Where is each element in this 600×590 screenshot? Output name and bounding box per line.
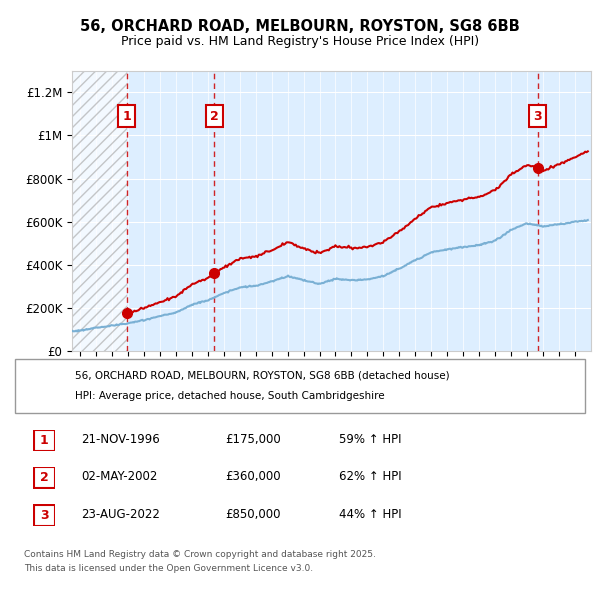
Text: Contains HM Land Registry data © Crown copyright and database right 2025.: Contains HM Land Registry data © Crown c…: [24, 550, 376, 559]
Text: 59% ↑ HPI: 59% ↑ HPI: [339, 433, 401, 446]
Text: HPI: Average price, detached house, South Cambridgeshire: HPI: Average price, detached house, Sout…: [75, 391, 385, 401]
Text: £360,000: £360,000: [225, 470, 281, 483]
Text: 62% ↑ HPI: 62% ↑ HPI: [339, 470, 401, 483]
Text: 02-MAY-2002: 02-MAY-2002: [81, 470, 157, 483]
Text: 21-NOV-1996: 21-NOV-1996: [81, 433, 160, 446]
Text: This data is licensed under the Open Government Licence v3.0.: This data is licensed under the Open Gov…: [24, 564, 313, 573]
Text: 56, ORCHARD ROAD, MELBOURN, ROYSTON, SG8 6BB: 56, ORCHARD ROAD, MELBOURN, ROYSTON, SG8…: [80, 19, 520, 34]
Text: Price paid vs. HM Land Registry's House Price Index (HPI): Price paid vs. HM Land Registry's House …: [121, 35, 479, 48]
Text: 23-AUG-2022: 23-AUG-2022: [81, 508, 160, 521]
Text: 44% ↑ HPI: 44% ↑ HPI: [339, 508, 401, 521]
FancyBboxPatch shape: [34, 430, 55, 451]
Text: 1: 1: [40, 434, 49, 447]
Text: 2: 2: [40, 471, 49, 484]
Text: 2: 2: [210, 110, 219, 123]
Text: 3: 3: [533, 110, 542, 123]
Text: 1: 1: [122, 110, 131, 123]
FancyBboxPatch shape: [34, 467, 55, 488]
FancyBboxPatch shape: [34, 505, 55, 526]
Text: £175,000: £175,000: [225, 433, 281, 446]
Text: £850,000: £850,000: [225, 508, 281, 521]
Bar: [72, 71, 127, 351]
Text: 56, ORCHARD ROAD, MELBOURN, ROYSTON, SG8 6BB (detached house): 56, ORCHARD ROAD, MELBOURN, ROYSTON, SG8…: [75, 371, 449, 381]
Text: 3: 3: [40, 509, 49, 522]
